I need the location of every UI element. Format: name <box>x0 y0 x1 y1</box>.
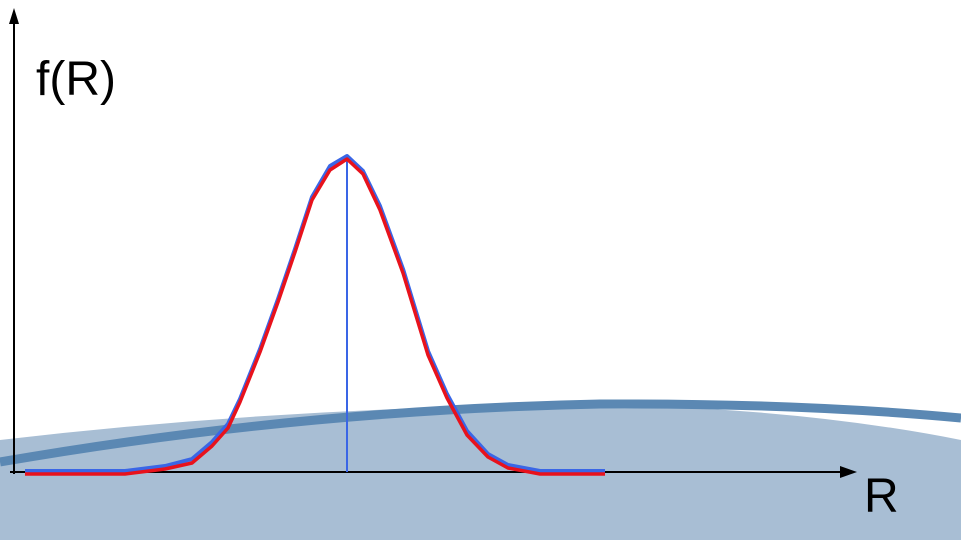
page: {"labels": {"y_axis": "f(R)", "x_axis": … <box>0 0 961 540</box>
diagram: f(R) R <box>0 0 961 540</box>
x-axis-label: R <box>864 470 899 523</box>
y-axis-label: f(R) <box>36 53 116 106</box>
y-axis-arrow <box>9 8 19 24</box>
